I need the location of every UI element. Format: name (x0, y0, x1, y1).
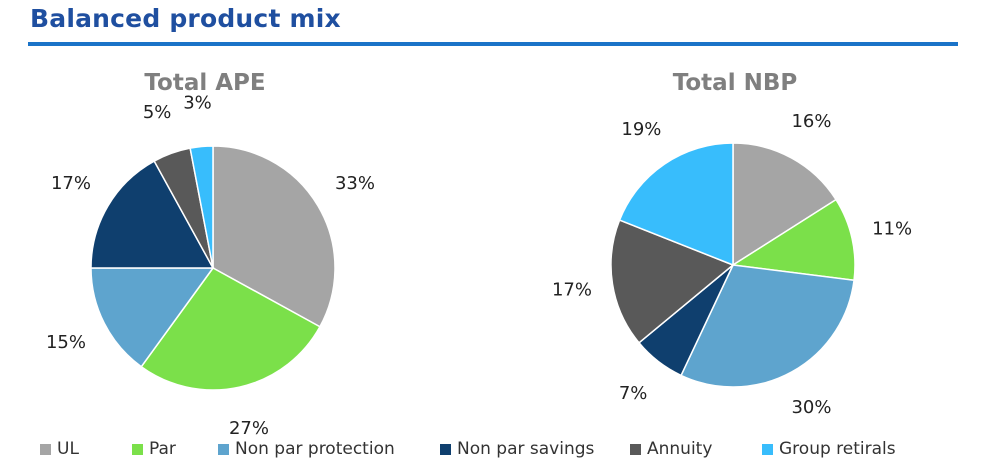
data-label-ul: 33% (335, 173, 375, 194)
legend-swatch-non-par-protection (218, 443, 229, 455)
pie-chart-total-ape: Total APE 33% 27% 15% 17% 5% 3% (46, 70, 375, 439)
data-label-ul: 16% (791, 111, 831, 132)
legend-item-ul: UL (40, 439, 79, 459)
legend-item-non-par-protection: Non par protection (218, 439, 395, 459)
data-label-group-retirals: 19% (621, 119, 661, 140)
legend-item-annuity: Annuity (630, 439, 712, 459)
legend-item-non-par-savings: Non par savings (440, 439, 594, 459)
pie-slice-group-retirals (618, 142, 734, 267)
data-label-non-par-protection: 15% (46, 332, 86, 353)
pie-slice-ul (732, 142, 838, 267)
data-label-par: 11% (872, 218, 912, 239)
data-label-non-par-savings: 17% (51, 173, 91, 194)
pie-slice-annuity (610, 219, 735, 344)
chart-title-total-nbp: Total NBP (673, 70, 797, 96)
legend-label: Annuity (647, 439, 713, 459)
data-label-annuity: 17% (552, 280, 592, 301)
legend-swatch-group-retirals (762, 443, 773, 455)
data-label-par: 27% (229, 418, 269, 439)
pie-slice-par (730, 198, 856, 282)
data-label-group-retirals: 3% (183, 93, 212, 114)
legend-item-group-retirals: Group retirals (762, 439, 896, 459)
legend-item-par: Par (132, 439, 176, 459)
pie-slice-par (140, 267, 321, 391)
legend-label: Par (149, 439, 176, 459)
pie-slice-group-retirals (189, 145, 214, 269)
legend-label: Group retirals (779, 439, 896, 459)
legend-label: Non par savings (457, 439, 595, 459)
pie-slice-ul (212, 145, 336, 328)
pie-slice-non-par-savings (90, 160, 215, 269)
legend-swatch-ul (40, 443, 51, 455)
pie-slice-non-par-protection (680, 264, 855, 388)
legend-label: Non par protection (235, 439, 395, 459)
chart-title-total-ape: Total APE (144, 70, 265, 96)
legend-swatch-non-par-savings (440, 443, 451, 455)
legend-label: UL (57, 439, 79, 459)
legend-swatch-annuity (630, 443, 641, 455)
page-title: Balanced product mix (30, 4, 341, 33)
legend-swatch-par (132, 443, 143, 455)
title-divider (28, 42, 958, 46)
data-label-annuity: 5% (143, 102, 172, 123)
data-label-non-par-savings: 7% (619, 383, 648, 404)
pie-slice-non-par-protection (90, 267, 215, 368)
data-label-non-par-protection: 30% (791, 397, 831, 418)
pie-chart-total-nbp: Total NBP 16% 11% 30% 7% 17% 19% (552, 70, 912, 418)
